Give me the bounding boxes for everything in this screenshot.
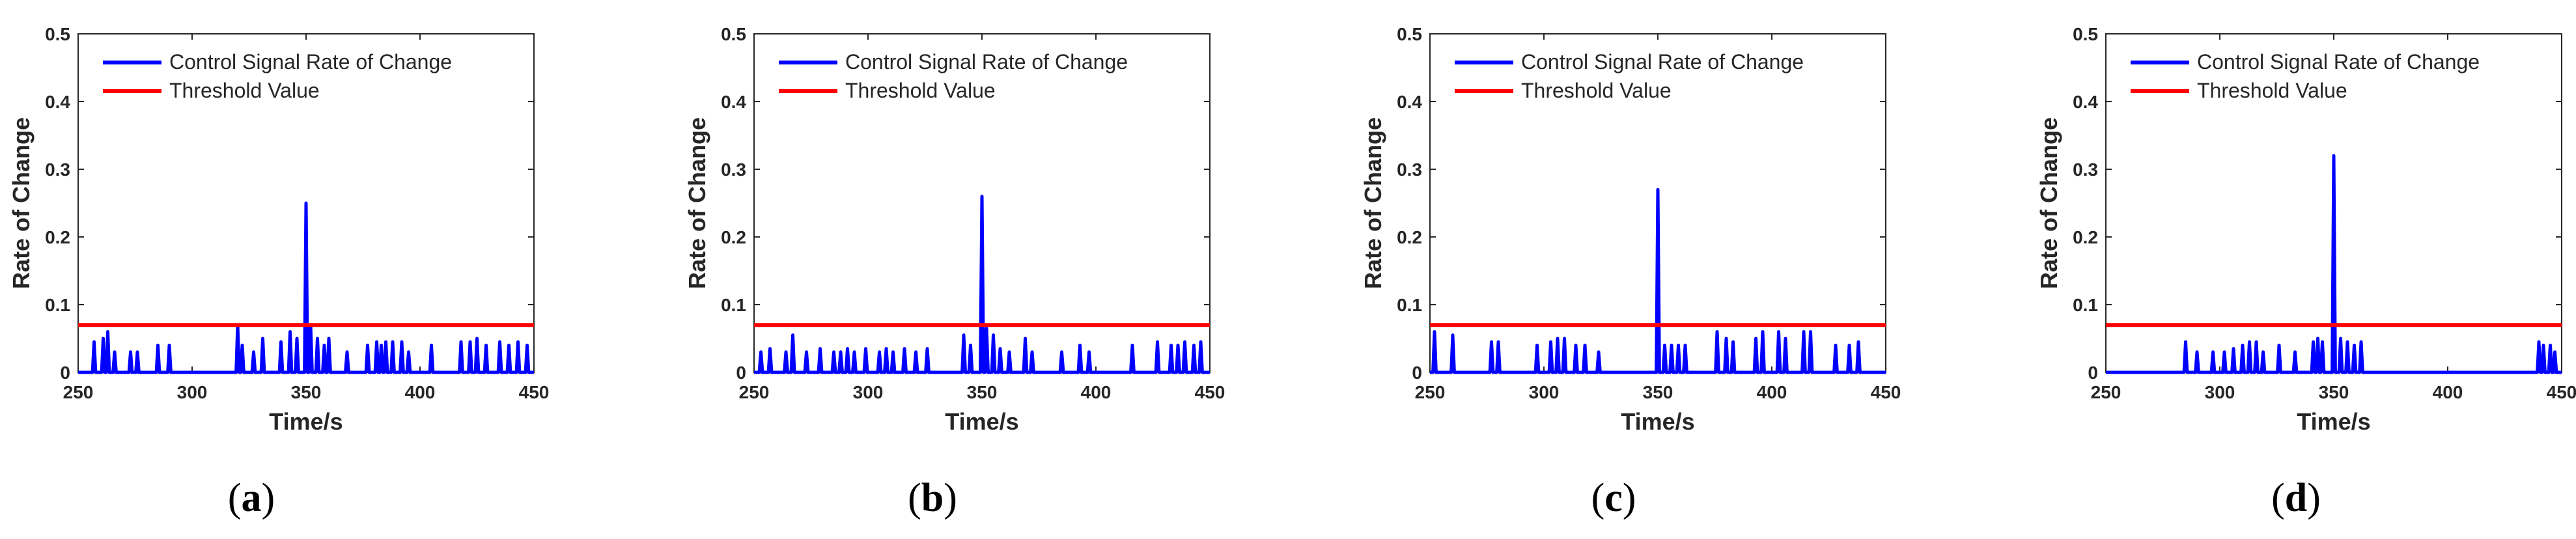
x-tick-label: 250 (2091, 382, 2121, 402)
x-tick-label: 250 (1415, 382, 1446, 402)
legend-threshold-label: Threshold Value (1521, 79, 1672, 102)
x-tick-label: 350 (967, 382, 998, 402)
y-axis-label: Rate of Change (2036, 117, 2062, 289)
y-tick-label: 0.3 (1397, 159, 1422, 180)
y-tick-label: 0.3 (45, 159, 70, 180)
chart-panel-d: 0 0.1 0.2 0.3 0.4 0.5 250 300 350 400 450 Time/s Rat… (2036, 24, 2576, 435)
x-tick-label: 450 (2547, 382, 2576, 402)
y-tick-label: 0.4 (45, 92, 70, 112)
x-axis-label: Time/s (2297, 408, 2370, 435)
y-tick-label: 0 (1412, 363, 1422, 383)
legend-threshold-label: Threshold Value (169, 79, 320, 102)
y-tick-label: 0.4 (1397, 92, 1422, 112)
legend-signal-label: Control Signal Rate of Change (2197, 50, 2480, 74)
x-tick-label: 350 (291, 382, 322, 402)
x-tick-label: 250 (63, 382, 94, 402)
y-axis-label: Rate of Change (684, 117, 710, 289)
y-tick-label: 0.1 (45, 295, 70, 315)
legend-signal-label: Control Signal Rate of Change (169, 50, 452, 74)
legend-threshold-label: Threshold Value (2197, 79, 2347, 102)
signal-series-line (754, 195, 1210, 374)
y-axis-label: Rate of Change (8, 117, 35, 289)
signal-series-line (1430, 187, 1886, 374)
panel-caption-d: (d) (2271, 476, 2321, 520)
x-tick-label: 400 (405, 382, 436, 402)
x-tick-label: 450 (1871, 382, 1901, 402)
y-tick-label: 0.5 (1397, 24, 1422, 44)
y-tick-label: 0.2 (721, 227, 746, 247)
chart-panel-a: 0 0.1 0.2 0.3 0.4 0.5 250 300 350 400 450 Time/s Rat… (8, 24, 549, 435)
x-axis-label: Time/s (269, 408, 343, 435)
panel-caption-c: (c) (1591, 476, 1636, 520)
x-tick-label: 450 (1195, 382, 1225, 402)
y-tick-label: 0.1 (721, 295, 746, 315)
y-axis-label: Rate of Change (1360, 117, 1386, 289)
x-tick-label: 350 (2319, 382, 2349, 402)
y-tick-label: 0.1 (1397, 295, 1422, 315)
x-tick-label: 300 (177, 382, 208, 402)
y-tick-label: 0.5 (721, 24, 746, 44)
y-tick-label: 0.5 (2073, 24, 2098, 44)
y-tick-label: 0.1 (2073, 295, 2098, 315)
y-tick-label: 0.2 (2073, 227, 2098, 247)
x-tick-label: 400 (2433, 382, 2463, 402)
panel-caption-b: (b) (908, 476, 957, 520)
signal-series-line (78, 201, 534, 374)
y-tick-label: 0 (736, 363, 746, 383)
y-tick-label: 0 (60, 363, 70, 383)
signal-series-line (2106, 154, 2562, 374)
chart-panel-b: 0 0.1 0.2 0.3 0.4 0.5 250 300 350 400 450 Time/s Rat… (684, 24, 1225, 435)
x-tick-label: 300 (1529, 382, 1560, 402)
y-tick-label: 0.3 (721, 159, 746, 180)
y-tick-label: 0.5 (45, 24, 70, 44)
x-tick-label: 300 (853, 382, 884, 402)
x-tick-label: 450 (519, 382, 550, 402)
y-tick-label: 0.4 (2073, 92, 2098, 112)
x-tick-label: 300 (2205, 382, 2235, 402)
y-tick-label: 0.3 (2073, 159, 2098, 180)
panel-caption-a: (a) (227, 476, 275, 520)
x-tick-label: 400 (1081, 382, 1112, 402)
y-tick-label: 0 (2088, 363, 2098, 383)
x-axis-label: Time/s (1621, 408, 1694, 435)
y-tick-label: 0.2 (45, 227, 70, 247)
legend-threshold-label: Threshold Value (845, 79, 996, 102)
legend-signal-label: Control Signal Rate of Change (845, 50, 1128, 74)
x-tick-label: 350 (1643, 382, 1673, 402)
x-tick-label: 400 (1757, 382, 1787, 402)
x-tick-label: 250 (739, 382, 770, 402)
y-tick-label: 0.4 (721, 92, 746, 112)
y-tick-label: 0.2 (1397, 227, 1422, 247)
chart-panel-c: 0 0.1 0.2 0.3 0.4 0.5 250 300 350 400 450 Time/s Rat… (1360, 24, 1901, 435)
legend-signal-label: Control Signal Rate of Change (1521, 50, 1804, 74)
x-axis-label: Time/s (945, 408, 1018, 435)
